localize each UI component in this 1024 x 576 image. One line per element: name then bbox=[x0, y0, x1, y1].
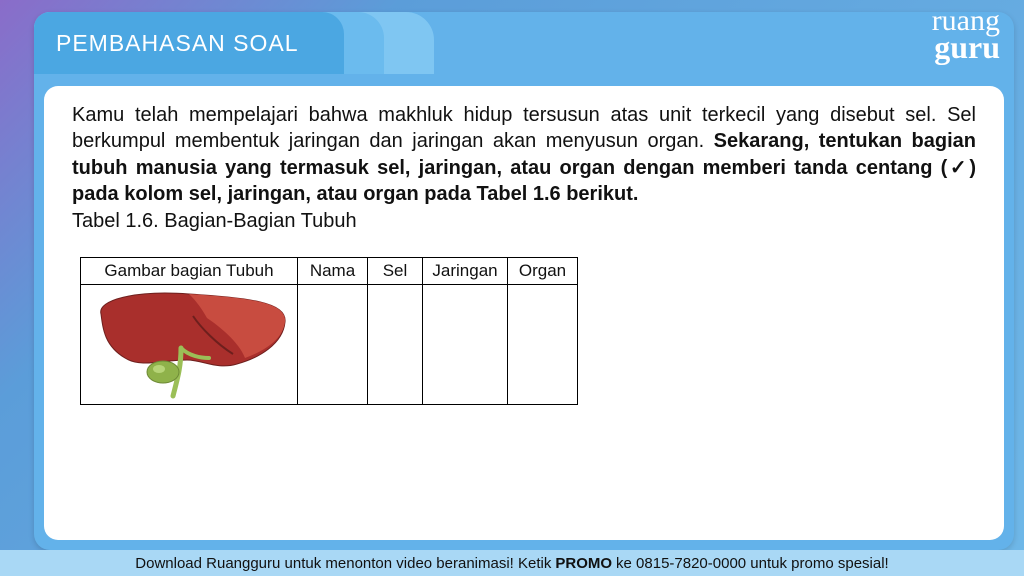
table-wrapper: Gambar bagian Tubuh Nama Sel Jaringan Or… bbox=[80, 257, 976, 405]
cell-organ bbox=[508, 284, 578, 404]
th-image: Gambar bagian Tubuh bbox=[81, 257, 298, 284]
th-jaringan: Jaringan bbox=[423, 257, 508, 284]
cell-jaringan bbox=[423, 284, 508, 404]
th-nama: Nama bbox=[298, 257, 368, 284]
th-sel: Sel bbox=[368, 257, 423, 284]
brand-line2: guru bbox=[932, 34, 1000, 61]
table-caption: Tabel 1.6. Bagian-Bagian Tubuh bbox=[72, 210, 976, 233]
content-card: Kamu telah mempelajari bahwa makhluk hid… bbox=[44, 86, 1004, 540]
brand-logo: ruang guru bbox=[932, 8, 1000, 61]
page-title: PEMBAHASAN SOAL bbox=[56, 30, 299, 57]
tab-title: PEMBAHASAN SOAL bbox=[34, 12, 344, 74]
footer-text-pre: Download Ruangguru untuk menonton video … bbox=[135, 555, 551, 572]
body-parts-table: Gambar bagian Tubuh Nama Sel Jaringan Or… bbox=[80, 257, 578, 405]
liver-icon bbox=[89, 288, 289, 400]
cell-nama bbox=[298, 284, 368, 404]
footer-text-post: ke 0815-7820-0000 untuk promo spesial! bbox=[616, 555, 889, 572]
table-row bbox=[81, 284, 578, 404]
footer-text-bold: PROMO bbox=[555, 555, 612, 572]
footer-bar: Download Ruangguru untuk menonton video … bbox=[0, 550, 1024, 576]
content-body: Kamu telah mempelajari bahwa makhluk hid… bbox=[44, 86, 1004, 405]
table-header-row: Gambar bagian Tubuh Nama Sel Jaringan Or… bbox=[81, 257, 578, 284]
cell-sel bbox=[368, 284, 423, 404]
th-organ: Organ bbox=[508, 257, 578, 284]
question-paragraph: Kamu telah mempelajari bahwa makhluk hid… bbox=[72, 102, 976, 208]
cell-image bbox=[81, 284, 298, 404]
